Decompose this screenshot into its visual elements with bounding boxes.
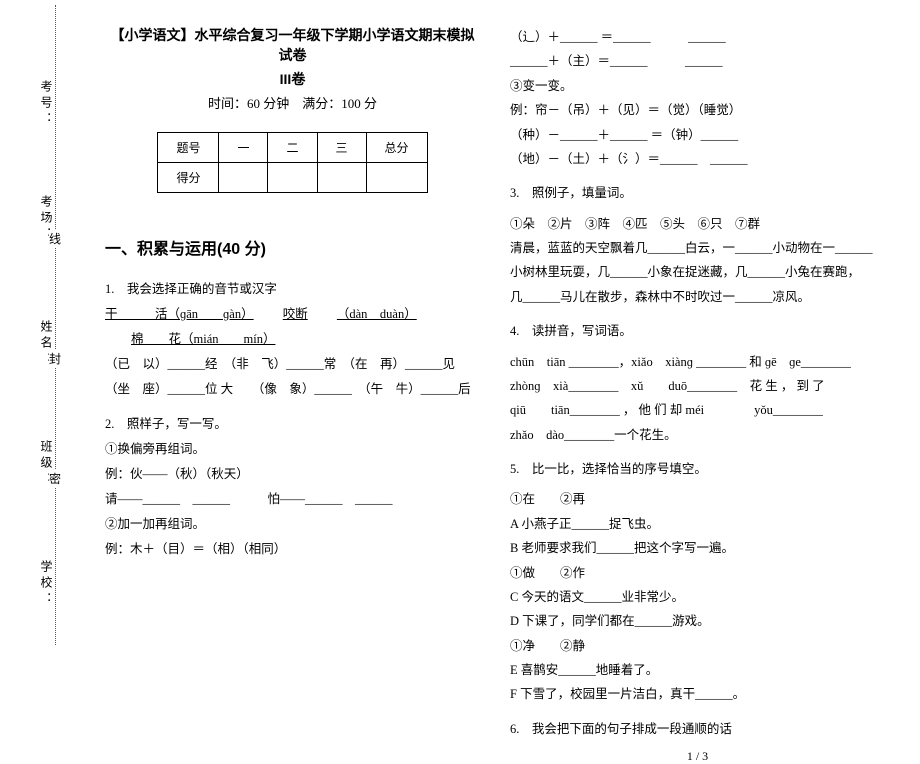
table-row: 得分 — [158, 163, 427, 193]
td-blank — [317, 163, 366, 193]
q3-stem: 3. 照例子，填量词。 — [510, 181, 885, 205]
q2-l1: 请——______ ______ 怕——______ ______ — [105, 487, 480, 512]
section-1-heading: 一、积累与运用(40 分) — [105, 235, 480, 259]
q2-stem: 2. 照样子，写一写。 — [105, 412, 480, 437]
q4-l3: qiū tiān________ ， 他 们 却 méi yǒu________ — [510, 398, 885, 422]
q3-b1: 清晨，蓝蓝的天空飘着几______白云，一______小动物在一______ — [510, 236, 885, 260]
q5-optC: ①净 ②静 — [510, 634, 885, 658]
q6-stem: 6. 我会把下面的句子排成一段通顺的话 — [510, 717, 885, 741]
table-row: 题号 一 二 三 总分 — [158, 133, 427, 163]
q2: 2. 照样子，写一写。 ①换偏旁再组词。 例：伙——（秋）（秋天） 请——___… — [105, 412, 480, 562]
q5-f: F 下雪了，校园里一片洁白，真干______。 — [510, 682, 885, 706]
q5-c: C 今天的语文______业非常少。 — [510, 585, 885, 609]
q1: 1. 我会选择正确的音节或汉字 干 活（ɡān ɡàn） 咬断 （dàn duà… — [105, 277, 480, 402]
q6: 6. 我会把下面的句子排成一段通顺的话 — [510, 717, 885, 741]
q3-opts: ①朵 ②片 ③阵 ④匹 ⑤头 ⑥只 ⑦群 — [510, 212, 885, 236]
gutter-label-school: 学校： — [38, 560, 55, 608]
td-blank — [219, 163, 268, 193]
q1-l1a: 干 活（ɡān ɡàn） — [105, 307, 254, 321]
q2-ex2: 例：木＋（目）＝（相）（相同） — [105, 537, 480, 562]
seal-char-xian: 线 — [49, 230, 61, 247]
q4-l4: zhǎo dào________一个花生。 — [510, 423, 885, 447]
th-2: 二 — [268, 133, 317, 163]
exam-title-2: III卷 — [105, 69, 480, 89]
score-table: 题号 一 二 三 总分 得分 — [157, 132, 427, 193]
page-columns: 【小学语文】水平综合复习一年级下学期小学语文期末模拟试卷 III卷 时间：60 … — [90, 0, 920, 650]
q5-optB: ①做 ②作 — [510, 561, 885, 585]
q5-d: D 下课了，同学们都在______游戏。 — [510, 609, 885, 633]
q3-b3: 几______马儿在散步，森林中不时吹过一______凉风。 — [510, 285, 885, 309]
q5-e: E 喜鹊安______地睡着了。 — [510, 658, 885, 682]
td-score-label: 得分 — [158, 163, 219, 193]
q2-p1: ①换偏旁再组词。 — [105, 437, 480, 462]
q5-a: A 小燕子正______捉飞虫。 — [510, 512, 885, 536]
q2-continued: （辶）＋______ ＝______ ______ ______＋（主）＝___… — [510, 25, 885, 171]
q2-l-add1: （辶）＋______ ＝______ ______ — [510, 25, 885, 49]
q1-line4: （坐 座）______位 大 （像 象）______ （午 牛）______后 — [105, 377, 480, 402]
q5-b: B 老师要求我们______把这个字写一遍。 — [510, 536, 885, 560]
exam-time-score: 时间：60 分钟 满分：100 分 — [105, 93, 480, 112]
q5-optA: ①在 ②再 — [510, 487, 885, 511]
q4-l2: zhònɡ xià________ xǔ duō________ 花 生 ， 到… — [510, 374, 885, 398]
td-blank — [366, 163, 427, 193]
th-total: 总分 — [366, 133, 427, 163]
gutter-label-examno: 考号： — [38, 80, 55, 128]
gutter-dotted-line — [55, 5, 56, 645]
seal-char-feng: 封 — [49, 350, 61, 367]
q4-stem: 4. 读拼音，写词语。 — [510, 319, 885, 343]
seal-char-mi: 密 — [49, 470, 61, 487]
q1-line3: （已 以）______经 （非 飞）______常 （在 再）______见 — [105, 352, 480, 377]
column-left: 【小学语文】水平综合复习一年级下学期小学语文期末模拟试卷 III卷 时间：60 … — [105, 25, 480, 640]
q2-l3: （种）－______＋______ ＝（钟）______ — [510, 123, 885, 147]
q1-l1c: （dàn duàn） — [337, 307, 417, 321]
q3-b2: 小树林里玩耍，几______小象在捉迷藏，几______小兔在赛跑， — [510, 260, 885, 284]
q2-ex1: 例：伙——（秋）（秋天） — [105, 462, 480, 487]
q5: 5. 比一比，选择恰当的序号填空。 ①在 ②再 A 小燕子正______捉飞虫。… — [510, 457, 885, 707]
q2-p2: ②加一加再组词。 — [105, 512, 480, 537]
column-right: （辶）＋______ ＝______ ______ ______＋（主）＝___… — [510, 25, 885, 640]
q1-line2: 棉 花（mián mín） — [105, 327, 480, 352]
td-blank — [268, 163, 317, 193]
page-footer: 1 / 3 — [510, 741, 885, 764]
q1-stem: 1. 我会选择正确的音节或汉字 — [105, 277, 480, 302]
q1-l1b: 咬断 — [283, 307, 308, 321]
exam-title-1: 【小学语文】水平综合复习一年级下学期小学语文期末模拟试卷 — [105, 25, 480, 65]
q2-l4: （地）－（土）＋（氵）＝______ ______ — [510, 147, 885, 171]
th-3: 三 — [317, 133, 366, 163]
q4-l1: chūn tiān ________，xiǎo xiànɡ ________ 和… — [510, 350, 885, 374]
q5-stem: 5. 比一比，选择恰当的序号填空。 — [510, 457, 885, 481]
th-number: 题号 — [158, 133, 219, 163]
binding-gutter: 考号： 考场： 姓名： 班级： 学校： 线 封 密 — [0, 0, 90, 650]
q4: 4. 读拼音，写词语。 chūn tiān ________，xiǎo xiàn… — [510, 319, 885, 447]
q2-p3: ③变一变。 — [510, 74, 885, 98]
th-1: 一 — [219, 133, 268, 163]
q2-l-add2: ______＋（主）＝______ ______ — [510, 49, 885, 73]
q3: 3. 照例子，填量词。 ①朵 ②片 ③阵 ④匹 ⑤头 ⑥只 ⑦群 清晨，蓝蓝的天… — [510, 181, 885, 309]
q2-ex3: 例：帘－（吊）＋（见）＝（觉）（睡觉） — [510, 98, 885, 122]
q1-line1: 干 活（ɡān ɡàn） 咬断 （dàn duàn） — [105, 302, 480, 327]
